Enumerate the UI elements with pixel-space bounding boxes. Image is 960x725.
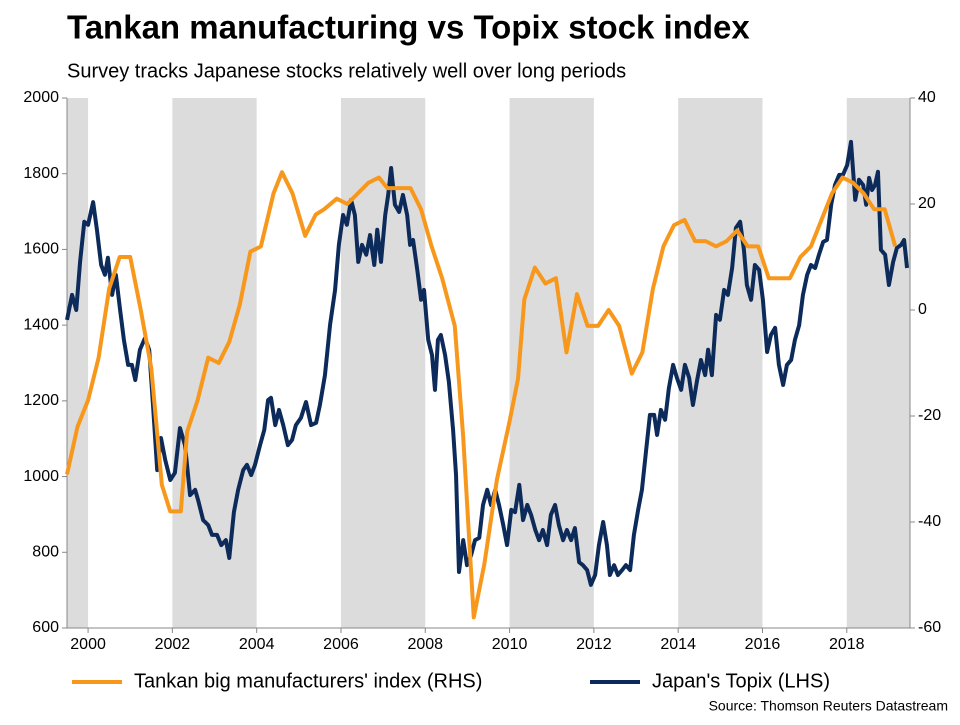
y2-tick-label: 0 [918,301,927,318]
y2-tick-label: 20 [918,195,936,212]
chart-subtitle: Survey tracks Japanese stocks relatively… [67,60,626,82]
shaded-band [67,98,89,628]
y-tick-label: 1600 [23,241,59,258]
y2-tick-label: -60 [918,619,941,636]
legend-label: Japan's Topix (LHS) [652,670,830,692]
x-tick-label: 2014 [660,636,696,653]
x-tick-label: 2004 [239,636,275,653]
y-tick-label: 1200 [23,392,59,409]
x-tick-label: 2010 [492,636,528,653]
y-tick-label: 1800 [23,165,59,182]
y-tick-label: 1400 [23,316,59,333]
y-tick-label: 1000 [23,468,59,485]
x-tick-label: 2012 [576,636,612,653]
series-line [65,170,898,620]
y-tick-label: 2000 [23,89,59,106]
x-tick-label: 2018 [829,636,865,653]
y-tick-label: 800 [32,544,59,561]
x-tick-label: 2006 [323,636,359,653]
y2-tick-label: -40 [918,513,941,530]
x-tick-label: 2000 [70,636,106,653]
source-note: Source: Thomson Reuters Datastream [709,698,948,714]
y2-tick-label: 40 [918,89,936,106]
x-tick-label: 2008 [407,636,443,653]
shaded-band [509,98,594,628]
legend-label: Tankan big manufacturers' index (RHS) [134,670,482,692]
shaded-band [340,98,426,628]
shaded-band [678,98,763,628]
y-tick-label: 600 [32,619,59,636]
x-tick-label: 2002 [155,636,191,653]
series-line [65,139,910,587]
chart-title: Tankan manufacturing vs Topix stock inde… [67,9,750,46]
y2-tick-label: -20 [918,407,941,424]
x-tick-label: 2016 [745,636,781,653]
